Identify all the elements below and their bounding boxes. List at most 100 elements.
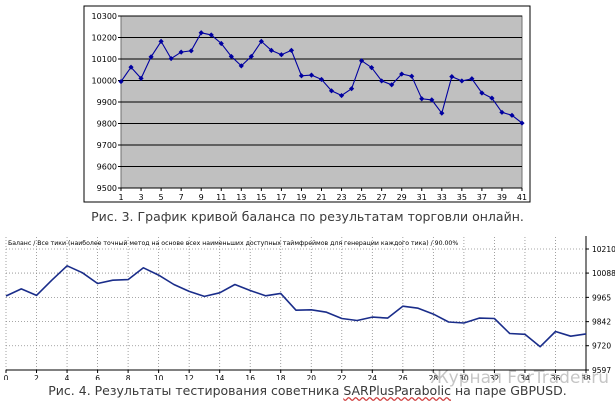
- x-tick-label: 39: [497, 193, 507, 202]
- data-point: [168, 55, 174, 62]
- data-point: [379, 78, 385, 84]
- data-point: [178, 49, 184, 55]
- data-point: [188, 48, 194, 54]
- data-point: [288, 47, 295, 53]
- x-tick-label: 32: [490, 374, 500, 380]
- y-tick-label: 9597: [592, 366, 611, 375]
- x-tick-label: 2: [34, 374, 39, 380]
- x-tick-label: 23: [336, 193, 346, 202]
- x-tick-label: 20: [306, 374, 316, 380]
- y-tick-label: 10000: [92, 77, 117, 86]
- data-point: [208, 32, 214, 38]
- data-point: [439, 110, 445, 116]
- y-tick-label: 9900: [97, 98, 117, 107]
- data-point: [328, 88, 335, 94]
- x-tick-label: 31: [417, 193, 427, 202]
- data-point: [348, 86, 355, 92]
- data-point: [128, 64, 134, 70]
- figure-4-caption-start: Рис. 4. Результаты тестирования советник…: [48, 383, 344, 398]
- data-point: [298, 73, 305, 79]
- y-tick-label: 10088: [592, 269, 615, 278]
- x-tick-label: 27: [377, 193, 387, 202]
- expert-advisor-name: SARPlusParabolic: [343, 383, 452, 398]
- x-tick-label: 38: [581, 374, 591, 380]
- chart-title: Баланс / Все тики (наиболее точный метод…: [8, 239, 458, 247]
- y-tick-label: 10100: [92, 55, 117, 64]
- data-point: [429, 97, 435, 103]
- x-tick-label: 12: [184, 374, 194, 380]
- x-tick-label: 21: [316, 193, 326, 202]
- data-point: [258, 38, 264, 44]
- data-point: [318, 76, 325, 83]
- data-point: [338, 92, 345, 99]
- x-tick-label: 33: [437, 193, 447, 202]
- x-tick-label: 41: [517, 193, 527, 202]
- data-point: [158, 38, 164, 44]
- data-point: [409, 73, 415, 79]
- y-tick-label: 9800: [97, 120, 117, 129]
- balance-curve-chart: 9500 9600 9700 9800 9900 10000 10100 10200 10300…: [83, 5, 531, 203]
- data-point: [238, 63, 244, 69]
- x-tick-label: 26: [398, 374, 408, 380]
- data-point: [499, 109, 505, 115]
- x-tick-label: 28: [429, 374, 439, 380]
- data-point: [469, 76, 475, 82]
- data-point: [489, 95, 495, 101]
- x-tick-label: 34: [520, 374, 530, 380]
- x-tick-label: 30: [459, 374, 469, 380]
- x-tick-label: 10: [154, 374, 164, 380]
- data-point: [459, 78, 465, 84]
- x-tick-label: 22: [337, 374, 347, 380]
- data-point: [138, 75, 144, 81]
- x-tick-label: 17: [276, 193, 286, 202]
- x-tick-label: 6: [95, 374, 100, 380]
- data-point: [198, 30, 204, 36]
- y-tick-label: 9600: [97, 163, 117, 172]
- data-point: [419, 96, 425, 102]
- y-tick-label: 10200: [92, 34, 117, 43]
- x-tick-label: 36: [551, 374, 561, 380]
- y-tick-label: 10210: [592, 245, 615, 254]
- x-tick-label: 14: [215, 374, 225, 380]
- x-tick-label: 1: [118, 193, 123, 202]
- y-tick-label: 9500: [97, 184, 117, 193]
- x-tick-label: 15: [256, 193, 266, 202]
- figure-4-caption-end: на паре GBPUSD.: [451, 383, 567, 398]
- y-tick-label: 9842: [592, 318, 611, 327]
- x-tick-label: 29: [397, 193, 407, 202]
- data-point: [308, 72, 315, 78]
- x-tick-label: 37: [477, 193, 487, 202]
- x-tick-label: 0: [4, 374, 9, 380]
- figure-4-caption: Рис. 4. Результаты тестирования советник…: [0, 383, 615, 398]
- plot-area: [6, 236, 586, 370]
- y-tick-label: 9965: [592, 293, 611, 302]
- x-tick-label: 11: [216, 193, 226, 202]
- data-point: [228, 53, 234, 60]
- data-point: [479, 90, 485, 96]
- data-point: [278, 52, 284, 58]
- data-point: [369, 65, 375, 71]
- x-tick-label: 13: [236, 193, 246, 202]
- x-tick-label: 24: [368, 374, 378, 380]
- balance-line: [5, 264, 587, 348]
- y-tick-label: 10300: [92, 12, 117, 21]
- watermark: Журнал ForTrader.ru: [430, 368, 609, 388]
- x-tick-label: 18: [276, 374, 286, 380]
- x-tick-label: 4: [65, 374, 70, 380]
- x-tick-label: 7: [179, 193, 184, 202]
- data-point: [148, 54, 154, 60]
- data-point: [509, 112, 515, 118]
- x-tick-label: 19: [296, 193, 306, 202]
- data-point: [218, 40, 224, 47]
- x-tick-label: 5: [159, 193, 164, 202]
- data-point: [399, 71, 405, 77]
- y-tick-label: 9720: [592, 342, 611, 351]
- y-tick-label: 9700: [97, 141, 117, 150]
- data-point: [449, 74, 455, 80]
- x-tick-label: 35: [457, 193, 467, 202]
- x-tick-label: 25: [357, 193, 367, 202]
- data-point: [268, 47, 274, 53]
- data-point: [389, 82, 395, 88]
- x-tick-label: 3: [139, 193, 144, 202]
